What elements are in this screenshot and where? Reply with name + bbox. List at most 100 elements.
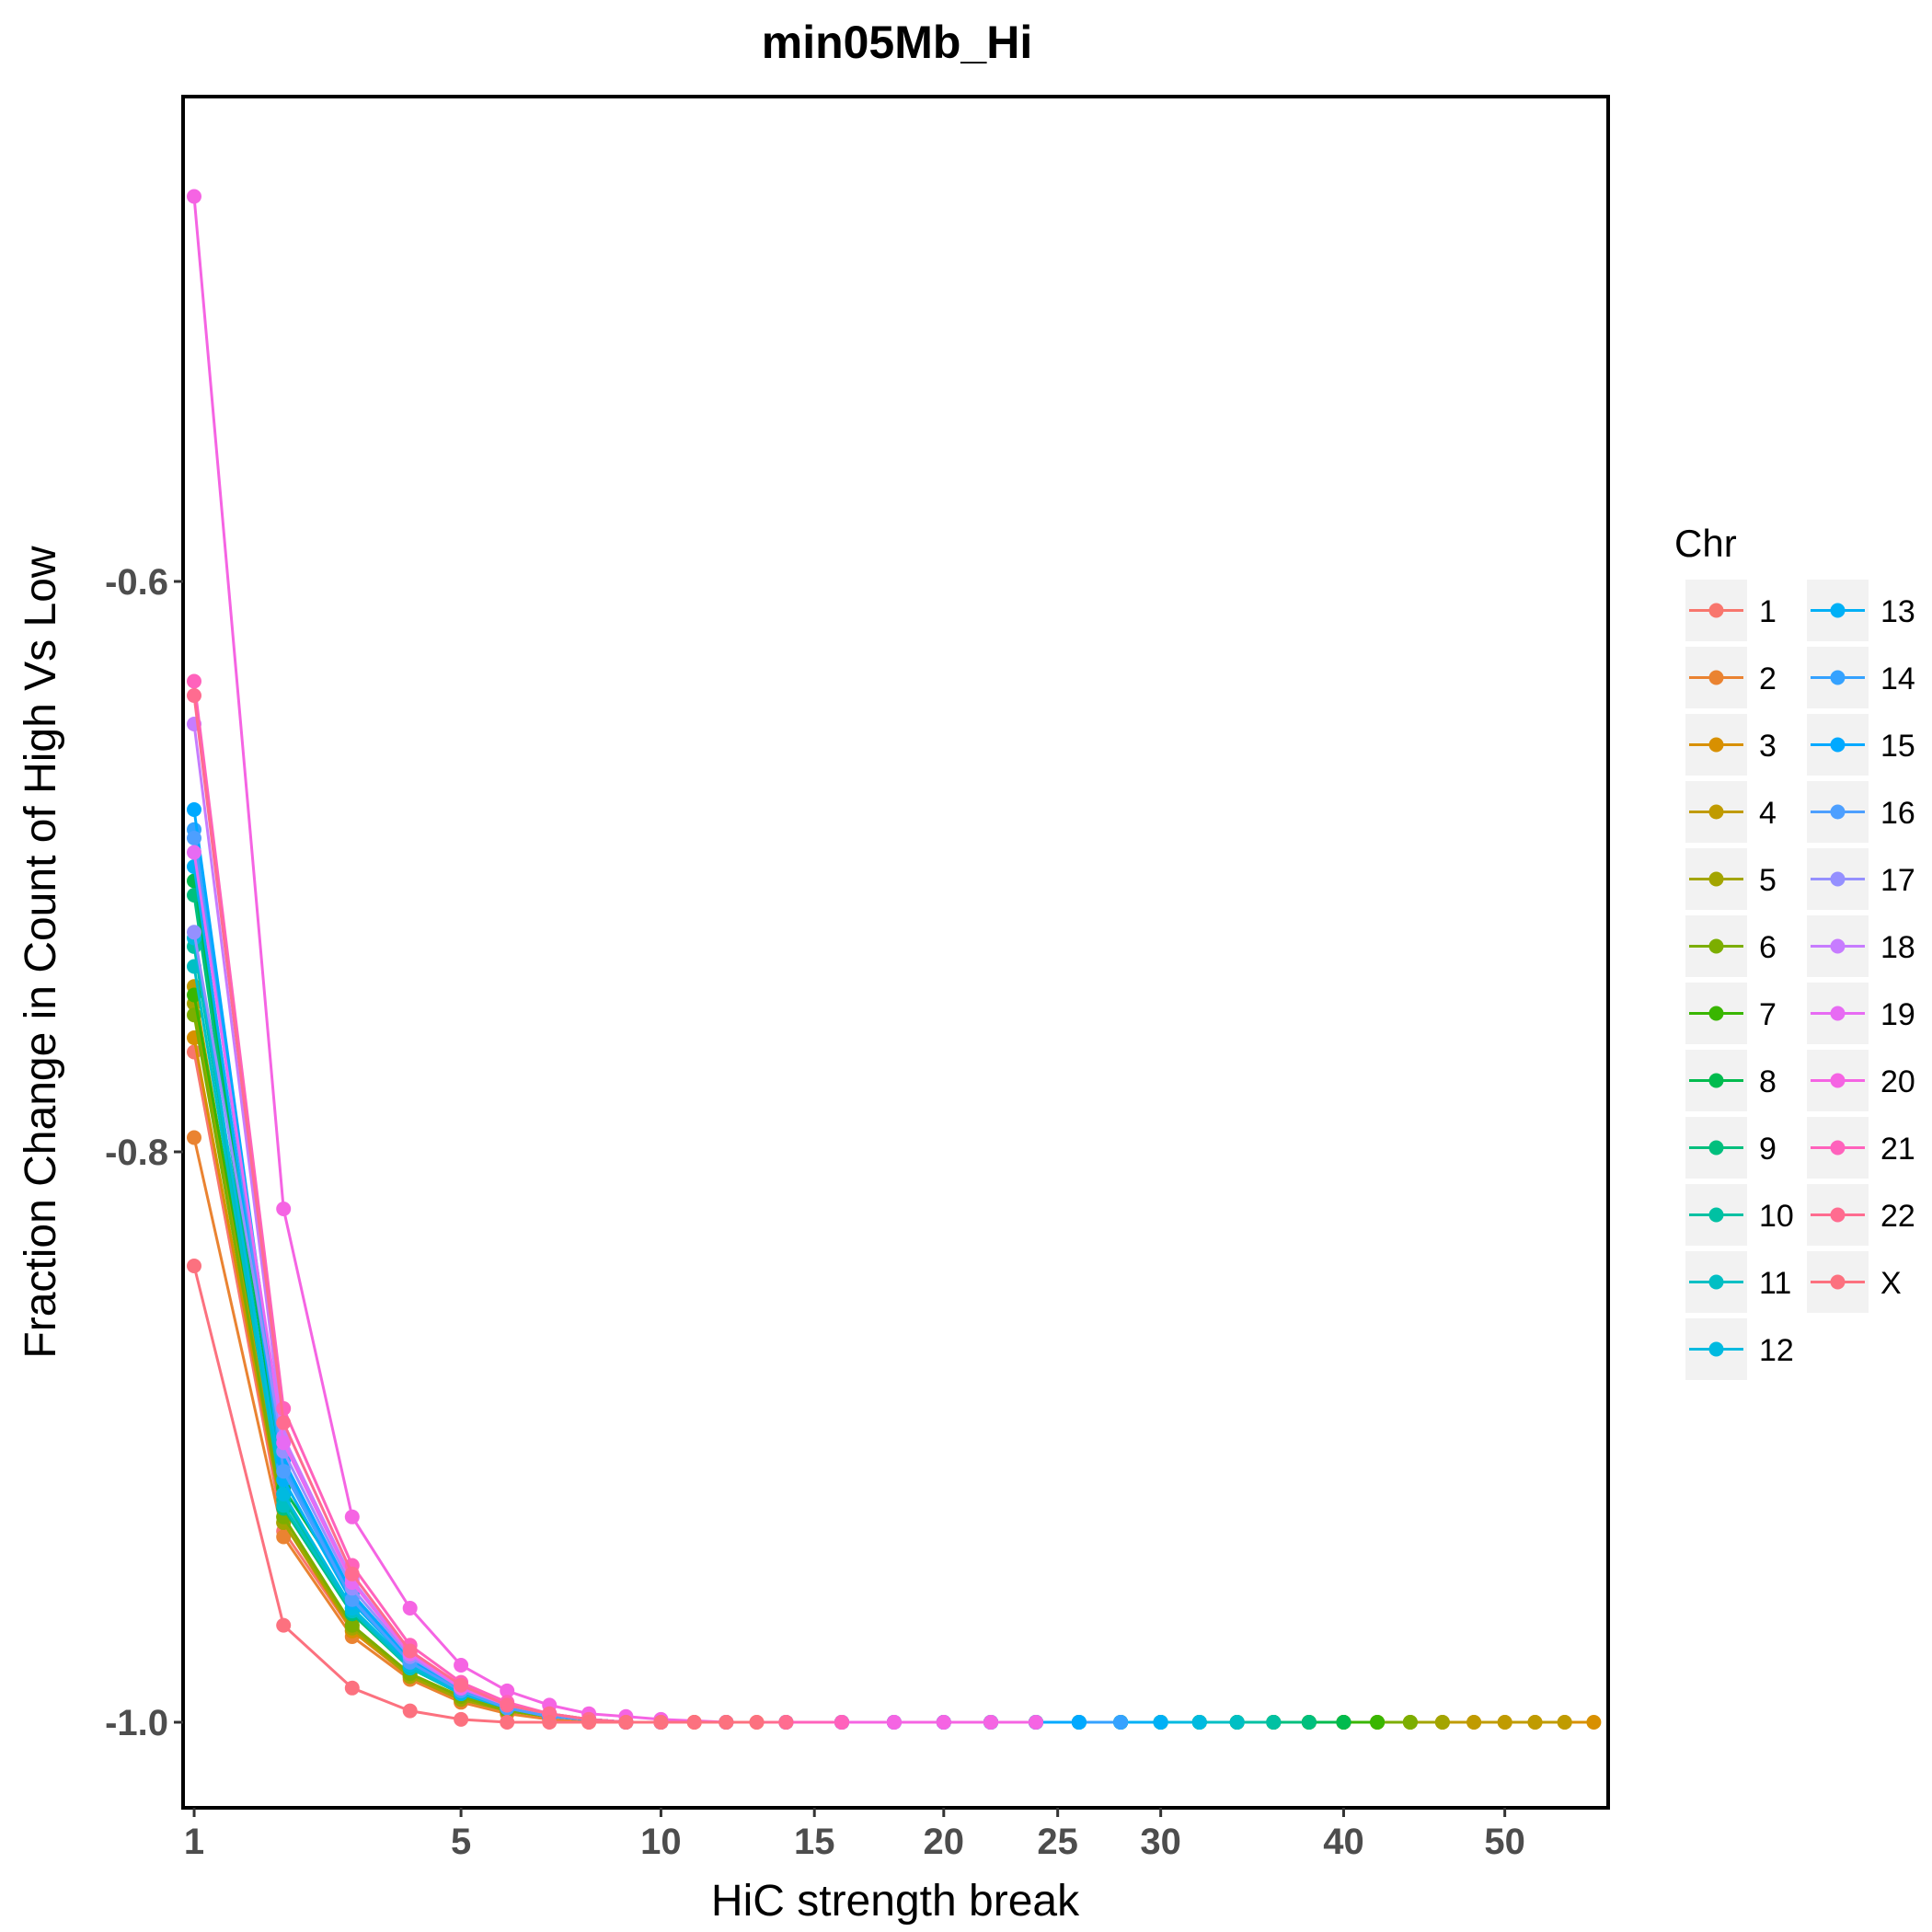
legend-key-point [1708,1274,1724,1290]
data-point [276,1464,292,1479]
x-tick-label: 50 [1484,1822,1525,1862]
legend-item-5: 5 [1685,848,1777,910]
x-tick-label: 10 [640,1822,682,1862]
legend-label: 9 [1759,1132,1777,1167]
legend-label: 11 [1759,1266,1791,1301]
data-point [276,1202,292,1216]
data-point [886,1715,902,1730]
legend-label: 18 [1880,930,1915,965]
x-tick-label: 1 [184,1822,204,1862]
data-point [1029,1715,1043,1730]
legend-item-15: 15 [1807,714,1915,776]
legend-key-point [1830,737,1846,753]
data-point [1191,1715,1207,1730]
legend-key-point [1708,1341,1724,1357]
data-point [276,1487,292,1501]
data-point [500,1715,515,1730]
legend-key-point [1830,871,1846,887]
data-point [276,1435,292,1451]
data-point [500,1683,515,1698]
data-point [1557,1715,1572,1730]
legend-label: 7 [1759,997,1777,1032]
legend-item-2: 2 [1685,647,1777,708]
legend-key-point [1830,603,1846,618]
legend-item-22: 22 [1807,1184,1915,1246]
series-layer [187,189,1602,1730]
data-point [542,1715,558,1730]
data-point [1336,1715,1351,1730]
data-point [1402,1715,1418,1730]
data-point [187,688,201,703]
legend-label: 2 [1759,661,1777,696]
legend-item-12: 12 [1685,1318,1794,1380]
legend-key-point [1830,1073,1846,1088]
data-point [187,1130,201,1145]
data-point [581,1715,597,1730]
x-tick-label: 40 [1323,1822,1364,1862]
plot-border [181,95,1610,1810]
data-point [344,1566,360,1581]
data-point [749,1715,765,1730]
data-point [936,1715,951,1730]
legend-label: X [1880,1266,1902,1301]
data-point [686,1715,702,1730]
legend-key-point [1830,1207,1846,1223]
legend-item-6: 6 [1685,915,1777,977]
x-tick-label: 15 [794,1822,835,1862]
legend-key-point [1708,670,1724,685]
data-point [1071,1715,1087,1730]
data-point [344,1509,360,1524]
data-point [402,1703,418,1719]
legend-item-17: 17 [1807,848,1915,910]
data-point [1466,1715,1482,1730]
legend-key-point [1830,1274,1846,1290]
data-point [276,1401,292,1416]
data-point [1153,1715,1168,1730]
legend-key-point [1830,938,1846,954]
data-point [653,1715,669,1730]
legend-label: 20 [1880,1064,1915,1099]
legend-key-point [1708,1006,1724,1021]
data-point [402,1643,418,1659]
data-point [344,1680,360,1696]
data-point [500,1697,515,1713]
data-point [983,1715,998,1730]
data-point [276,1415,292,1431]
data-point [276,1617,292,1633]
y-axis: -0.6 -0.8 -1.0 [105,562,183,1743]
data-point [1266,1715,1282,1730]
data-point [1527,1715,1543,1730]
legend-item-18: 18 [1807,915,1915,977]
legend-label: 21 [1880,1132,1915,1167]
data-point [1586,1715,1602,1730]
data-point [1301,1715,1317,1730]
data-point [778,1715,794,1730]
legend-item-19: 19 [1807,983,1915,1044]
data-point [1113,1715,1129,1730]
legend-item-3: 3 [1685,714,1777,776]
data-point [276,1529,292,1545]
y-axis-title: Fraction Change in Count of High Vs Low [17,546,65,1358]
data-point [1229,1715,1245,1730]
legend-label: 10 [1759,1199,1794,1234]
legend-key-point [1708,871,1724,887]
legend-key-point [1708,1140,1724,1156]
data-point [187,673,201,689]
legend-item-10: 10 [1685,1184,1794,1246]
legend-key-point [1708,804,1724,820]
legend-item-16: 16 [1807,781,1915,843]
legend-label: 13 [1880,594,1915,629]
legend-label: 8 [1759,1064,1777,1099]
data-point [187,831,201,845]
data-point [618,1715,634,1730]
legend-item-8: 8 [1685,1050,1777,1111]
legend-item-7: 7 [1685,983,1777,1044]
legend-item-4: 4 [1685,781,1777,843]
data-point [344,1592,360,1607]
legend-key-point [1830,1006,1846,1021]
legend-label: 12 [1759,1333,1794,1368]
legend-label: 5 [1759,863,1777,898]
data-point [454,1711,469,1727]
